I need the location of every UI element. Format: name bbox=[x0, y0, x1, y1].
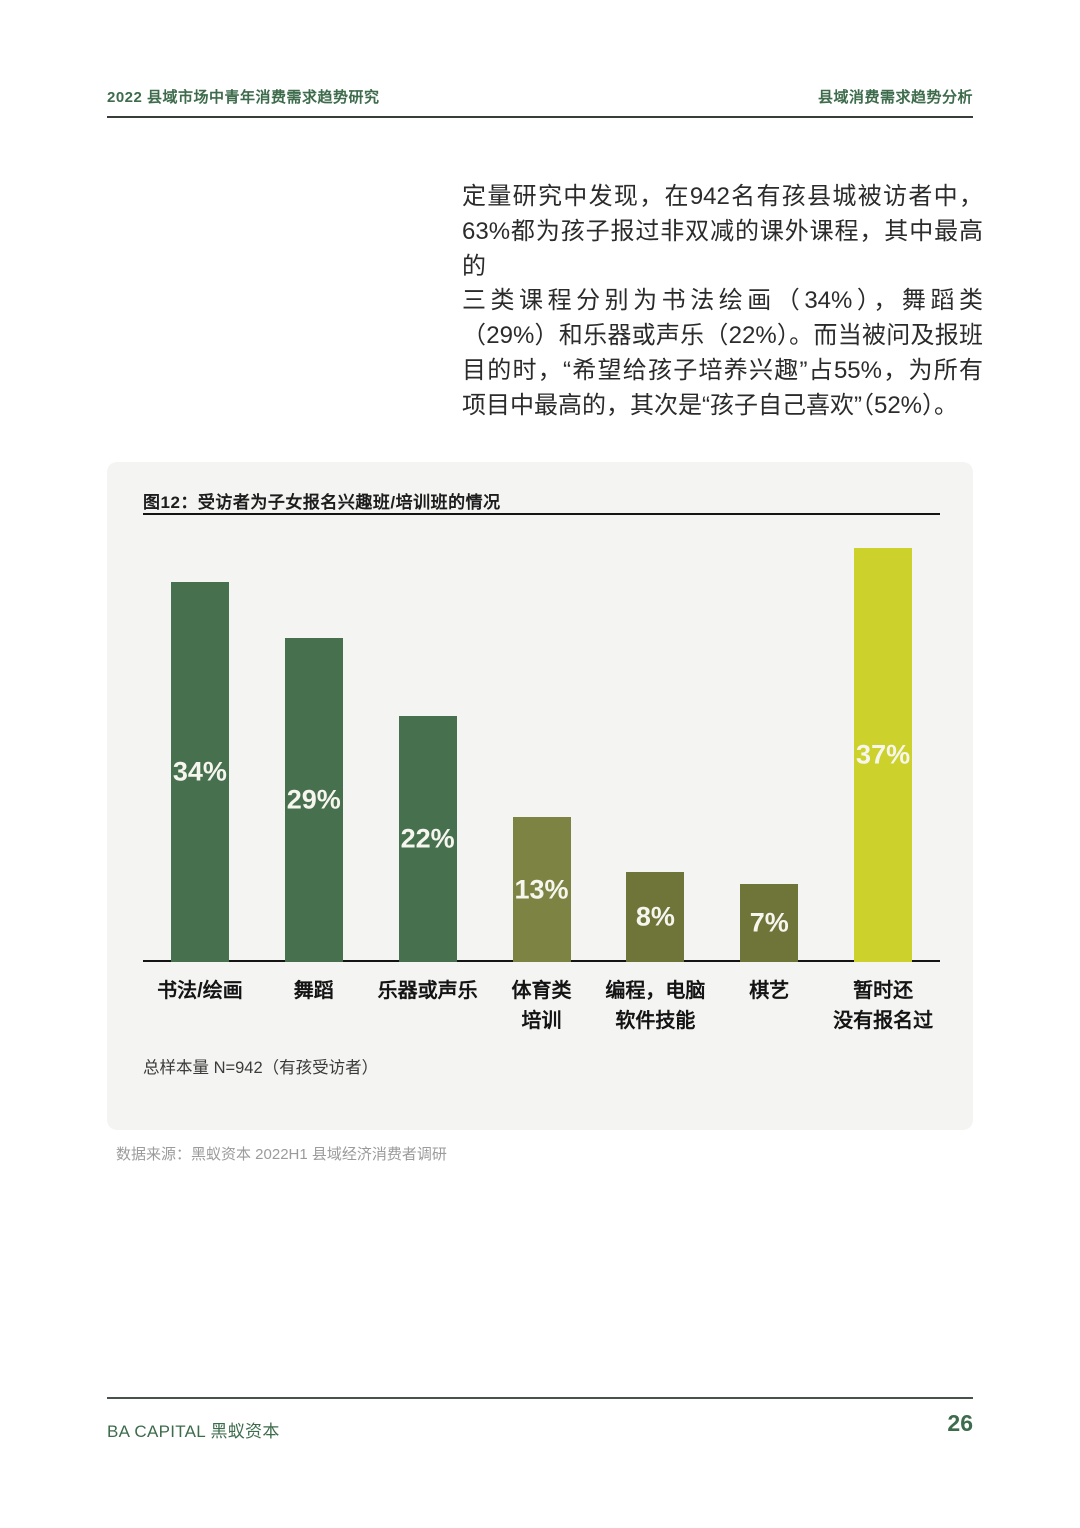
category-labels-row: 书法/绘画 舞蹈 乐器或声乐 体育类 培训 编程，电脑 软件技能 棋艺 暂时还 没有报名过 bbox=[143, 976, 940, 1036]
intro-paragraph: 定量研究中发现，在942名有孩县城被访者中， 63%都为孩子报过非双减的课外课程，… bbox=[462, 180, 983, 424]
bar-value-label: 8% bbox=[635, 901, 675, 932]
intro-text-line: 项目中最高的，其次是“孩子自己喜欢”（52%）。 bbox=[462, 391, 959, 419]
footer-divider bbox=[107, 1397, 973, 1399]
bar-column: 13% bbox=[485, 522, 599, 962]
header-left-title: 2022 县域市场中青年消费需求趋势研究 bbox=[107, 89, 380, 106]
intro-text-line: （29%）和乐器或声乐（22%）。而当被问及报班 bbox=[462, 322, 983, 350]
bar-value-label: 13% bbox=[514, 874, 569, 904]
intro-text-line: 定量研究中发现，在942名有孩县城被访者中， bbox=[462, 183, 983, 210]
bar: 29% bbox=[284, 638, 343, 962]
sample-size-note: 总样本量 N=942（有孩受访者） bbox=[143, 1059, 379, 1077]
bar-value-label: 22% bbox=[400, 823, 455, 854]
chart-title-divider bbox=[143, 513, 940, 515]
bar-value-label: 37% bbox=[856, 739, 911, 770]
category-label: 乐器或声乐 bbox=[377, 980, 478, 1002]
intro-text-line: 三类课程分别为书法绘画（34%），舞蹈类 bbox=[462, 287, 983, 315]
bar-chart: 34% 29% 22% 13% 8% 7% 37% 书法/绘画 舞蹈 乐器或声乐 体育类 培训 编程… bbox=[143, 522, 940, 1036]
page-number: 26 bbox=[947, 1410, 973, 1436]
brand-logo-text: BA CAPITAL 黑蚁资本 bbox=[107, 1422, 280, 1441]
bar: 13% bbox=[512, 817, 571, 962]
intro-text-line: 63%都为孩子报过非双减的课外课程，其中最高的 bbox=[462, 217, 983, 280]
bar-column: 37% bbox=[826, 522, 940, 962]
bar-value-label: 34% bbox=[172, 756, 227, 787]
bar-column: 29% bbox=[257, 522, 371, 962]
category-label: 编程，电脑 软件技能 bbox=[605, 980, 706, 1032]
header-divider bbox=[107, 116, 973, 118]
bar: 22% bbox=[398, 716, 457, 962]
category-label: 暂时还 没有报名过 bbox=[833, 980, 934, 1032]
bars-area: 34% 29% 22% 13% 8% 7% 37% bbox=[143, 522, 940, 962]
bar: 7% bbox=[740, 884, 799, 962]
chart-title: 图12：受访者为子女报名兴趣班/培训班的情况 bbox=[143, 493, 501, 512]
data-source-note: 数据来源：黑蚁资本 2022H1 县域经济消费者调研 bbox=[116, 1146, 447, 1163]
bar-column: 7% bbox=[712, 522, 826, 962]
bar-value-label: 7% bbox=[749, 907, 789, 938]
bar-column: 8% bbox=[598, 522, 712, 962]
header-right-title: 县域消费需求趋势分析 bbox=[817, 89, 973, 106]
chart-card: 图12：受访者为子女报名兴趣班/培训班的情况 34% 29% 22% 13% 8% 7% 3… bbox=[107, 462, 973, 1130]
bar-column: 34% bbox=[143, 522, 257, 962]
category-label: 体育类 培训 bbox=[511, 980, 572, 1032]
intro-text-line: 目的时，“希望给孩子培养兴趣”占55%，为所有 bbox=[462, 356, 983, 384]
bar-value-label: 29% bbox=[286, 784, 341, 815]
bar: 34% bbox=[170, 582, 229, 962]
bar: 37% bbox=[854, 548, 913, 962]
bar: 8% bbox=[626, 872, 685, 962]
bar-column: 22% bbox=[371, 522, 485, 962]
category-label: 书法/绘画 bbox=[157, 980, 243, 1002]
category-label: 舞蹈 bbox=[293, 980, 334, 1002]
category-label: 棋艺 bbox=[749, 980, 790, 1002]
